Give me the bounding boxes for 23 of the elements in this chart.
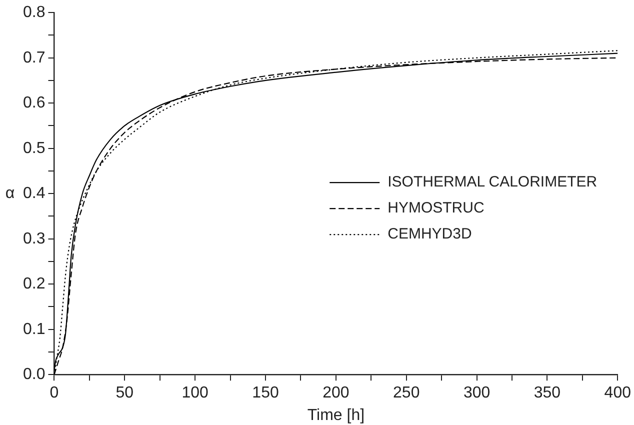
y-tick-label: 0.2 [22,276,46,293]
x-tick-label: 100 [182,384,209,402]
x-tick-label: 200 [322,384,350,402]
y-axis-title: α [5,185,15,202]
y-tick-label: 0.0 [22,366,46,384]
x-tick-label: 300 [463,384,490,402]
y-tick-label: 0.3 [22,230,46,248]
y-tick-label: 0.7 [22,49,46,66]
legend-label: HYMOSTRUC [388,200,484,217]
x-axis-title: Time [h] [307,406,365,424]
legend-label: ISOTHERMAL CALORIMETER [388,174,598,191]
y-tick-label: 0.1 [22,320,46,338]
x-tick-label: 150 [252,384,279,402]
y-tick-label: 0.5 [22,140,46,157]
x-tick-label: 0 [50,384,59,402]
legend-label: CEMHYD3D [388,226,472,243]
y-tick-label: 0.6 [22,94,46,112]
x-tick-label: 350 [534,384,561,402]
y-tick-label: 0.4 [22,185,46,202]
y-tick-label: 0.8 [22,4,46,22]
x-tick-label: 250 [393,384,420,402]
x-tick-label: 400 [604,384,632,402]
x-tick-label: 50 [116,384,134,402]
